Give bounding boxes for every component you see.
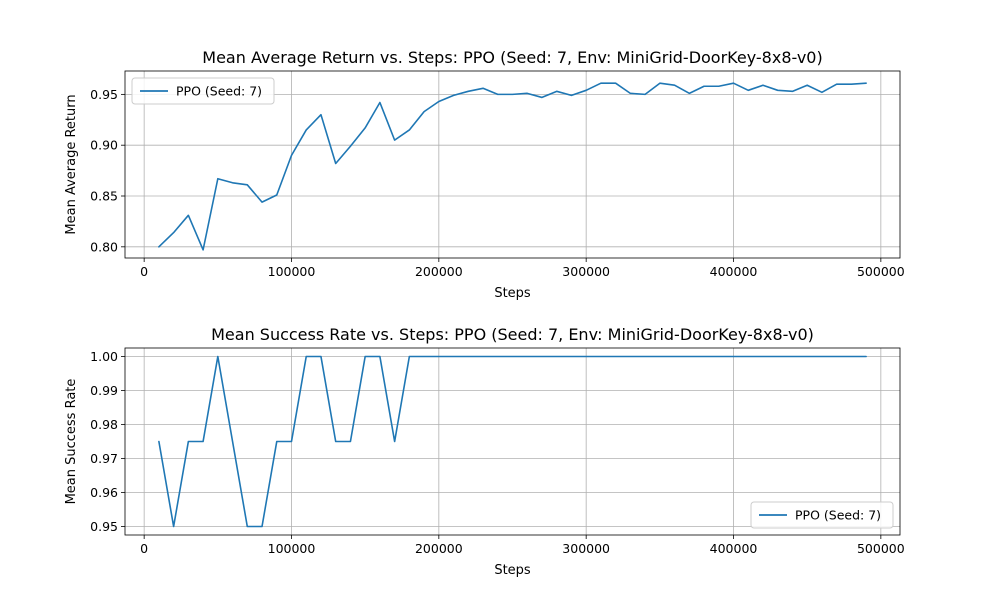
y-tick-label: 0.98 bbox=[90, 417, 118, 432]
x-tick-label: 400000 bbox=[710, 264, 758, 279]
y-axis-label: Mean Success Rate bbox=[64, 379, 79, 505]
x-tick-label: 500000 bbox=[857, 264, 905, 279]
legend-label: PPO (Seed: 7) bbox=[795, 508, 881, 523]
y-tick-label: 0.96 bbox=[90, 485, 118, 500]
y-tick-label: 1.00 bbox=[90, 349, 118, 364]
x-tick-label: 100000 bbox=[268, 264, 316, 279]
chart-title: Mean Average Return vs. Steps: PPO (Seed… bbox=[202, 48, 822, 67]
x-tick-label: 200000 bbox=[415, 541, 463, 556]
y-tick-label: 0.97 bbox=[90, 451, 118, 466]
y-tick-label: 0.85 bbox=[90, 189, 118, 204]
series-line-ppo bbox=[158, 355, 867, 528]
chart-panel-2: 0 100000 200000 300000 400000 500000 0.95 0.96 0… bbox=[64, 325, 905, 578]
legend-box bbox=[131, 77, 275, 105]
x-tick-label: 200000 bbox=[415, 264, 463, 279]
chart-title: Mean Success Rate vs. Steps: PPO (Seed: … bbox=[211, 325, 814, 344]
plot-frame bbox=[124, 70, 901, 259]
y-axis-label: Mean Average Return bbox=[64, 94, 79, 234]
y-tick-label: 0.90 bbox=[90, 138, 118, 153]
x-tick-label: 400000 bbox=[710, 541, 758, 556]
y-tick-label: 0.95 bbox=[90, 519, 118, 534]
legend-box bbox=[750, 501, 894, 529]
x-tick-label: 500000 bbox=[857, 541, 905, 556]
x-tick-label: 0 bbox=[140, 541, 148, 556]
x-tick-label: 100000 bbox=[268, 541, 316, 556]
x-tick-label: 300000 bbox=[562, 541, 610, 556]
y-tick-label: 0.80 bbox=[90, 239, 118, 254]
legend: PPO (Seed: 7) bbox=[750, 501, 894, 529]
x-tick-label: 0 bbox=[140, 264, 148, 279]
x-axis-label: Steps bbox=[494, 563, 531, 578]
plot-frame bbox=[124, 347, 901, 536]
series-line-ppo bbox=[158, 82, 867, 251]
chart-panel-1: 0 100000 200000 300000 400000 500000 0.80 0.85 0… bbox=[64, 48, 905, 301]
legend: PPO (Seed: 7) bbox=[131, 77, 275, 105]
x-tick-label: 300000 bbox=[562, 264, 610, 279]
legend-label: PPO (Seed: 7) bbox=[176, 84, 262, 99]
x-axis-label: Steps bbox=[494, 286, 531, 301]
y-tick-label: 0.95 bbox=[90, 87, 118, 102]
y-tick-label: 0.99 bbox=[90, 383, 118, 398]
